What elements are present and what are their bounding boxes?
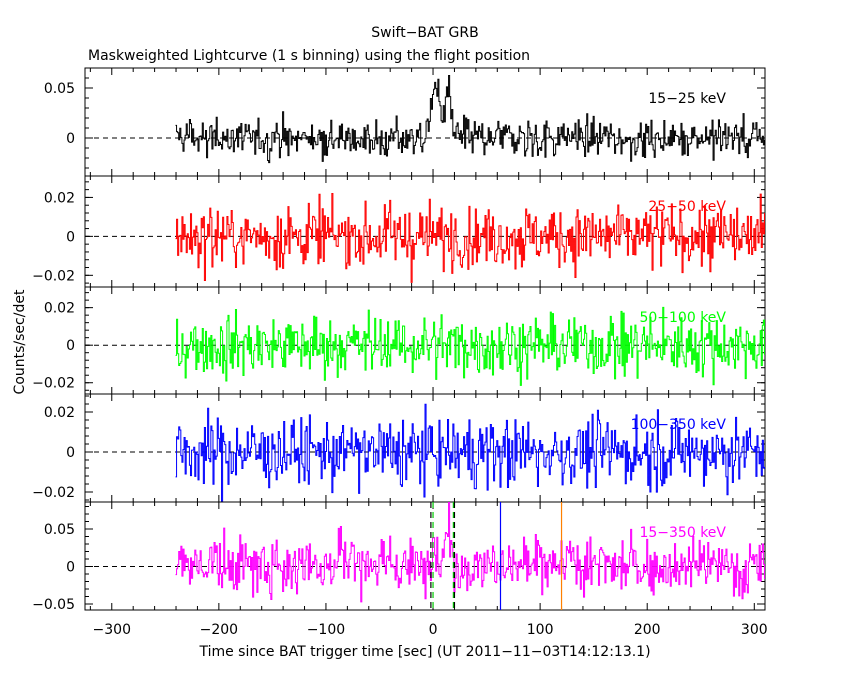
series-line-4: [175, 403, 765, 502]
band-label: 25−50 keV: [648, 199, 726, 215]
x-tick-label: 300: [741, 622, 768, 638]
x-tick-label: 0: [429, 622, 438, 638]
x-tick-label: 100: [527, 622, 554, 638]
panel-4: −0.02 0 0.02 100−350 keV: [32, 393, 766, 503]
y-tick-label: 0.02: [44, 301, 75, 317]
y-tick-label: 0.05: [44, 81, 75, 97]
x-tick-label: −200: [200, 622, 238, 638]
x-tick-label: −100: [307, 622, 345, 638]
series-line-2: [175, 192, 765, 283]
band-label: 15−25 keV: [648, 91, 726, 107]
panel-3: −0.02 0 0.02 50−100 keV: [32, 286, 766, 395]
panel-5: −0.05 0 0.05 15−350 keV: [32, 501, 766, 613]
y-tick-label: −0.02: [32, 376, 75, 392]
band-label: 15−350 keV: [639, 525, 726, 541]
series-line-3: [175, 306, 765, 386]
x-axis-label: Time since BAT trigger time [sec] (UT 20…: [198, 644, 650, 660]
x-tick-label: 200: [634, 622, 661, 638]
y-tick-label: −0.02: [32, 268, 75, 284]
series-line-5: [175, 502, 765, 603]
y-tick-label: −0.02: [32, 485, 75, 501]
y-tick-label: 0.02: [44, 405, 75, 421]
y-tick-label: 0: [66, 229, 75, 245]
y-tick-label: 0: [66, 560, 75, 576]
y-tick-label: 0.05: [44, 522, 75, 538]
panel-frame: [84, 67, 766, 177]
y-axis-label: Counts/sec/det: [12, 289, 28, 394]
y-tick-label: 0: [66, 445, 75, 461]
x-tick-label: −300: [93, 622, 131, 638]
panel-2: −0.02 0 0.02 25−50 keV: [32, 175, 766, 288]
y-tick-label: 0.02: [44, 190, 75, 206]
series-line-1: [175, 75, 765, 164]
chart-subtitle: Maskweighted Lightcurve (1 s binning) us…: [88, 48, 530, 64]
band-label: 50−100 keV: [639, 310, 726, 326]
chart-title: Swift−BAT GRB: [371, 25, 478, 41]
band-label: 100−350 keV: [631, 417, 727, 433]
y-tick-label: 0: [66, 131, 75, 147]
y-tick-label: 0: [66, 338, 75, 354]
panel-frame: [84, 501, 766, 611]
panel-1: 0 0.05 15−25 keV: [44, 67, 766, 177]
y-tick-label: −0.05: [32, 597, 75, 613]
